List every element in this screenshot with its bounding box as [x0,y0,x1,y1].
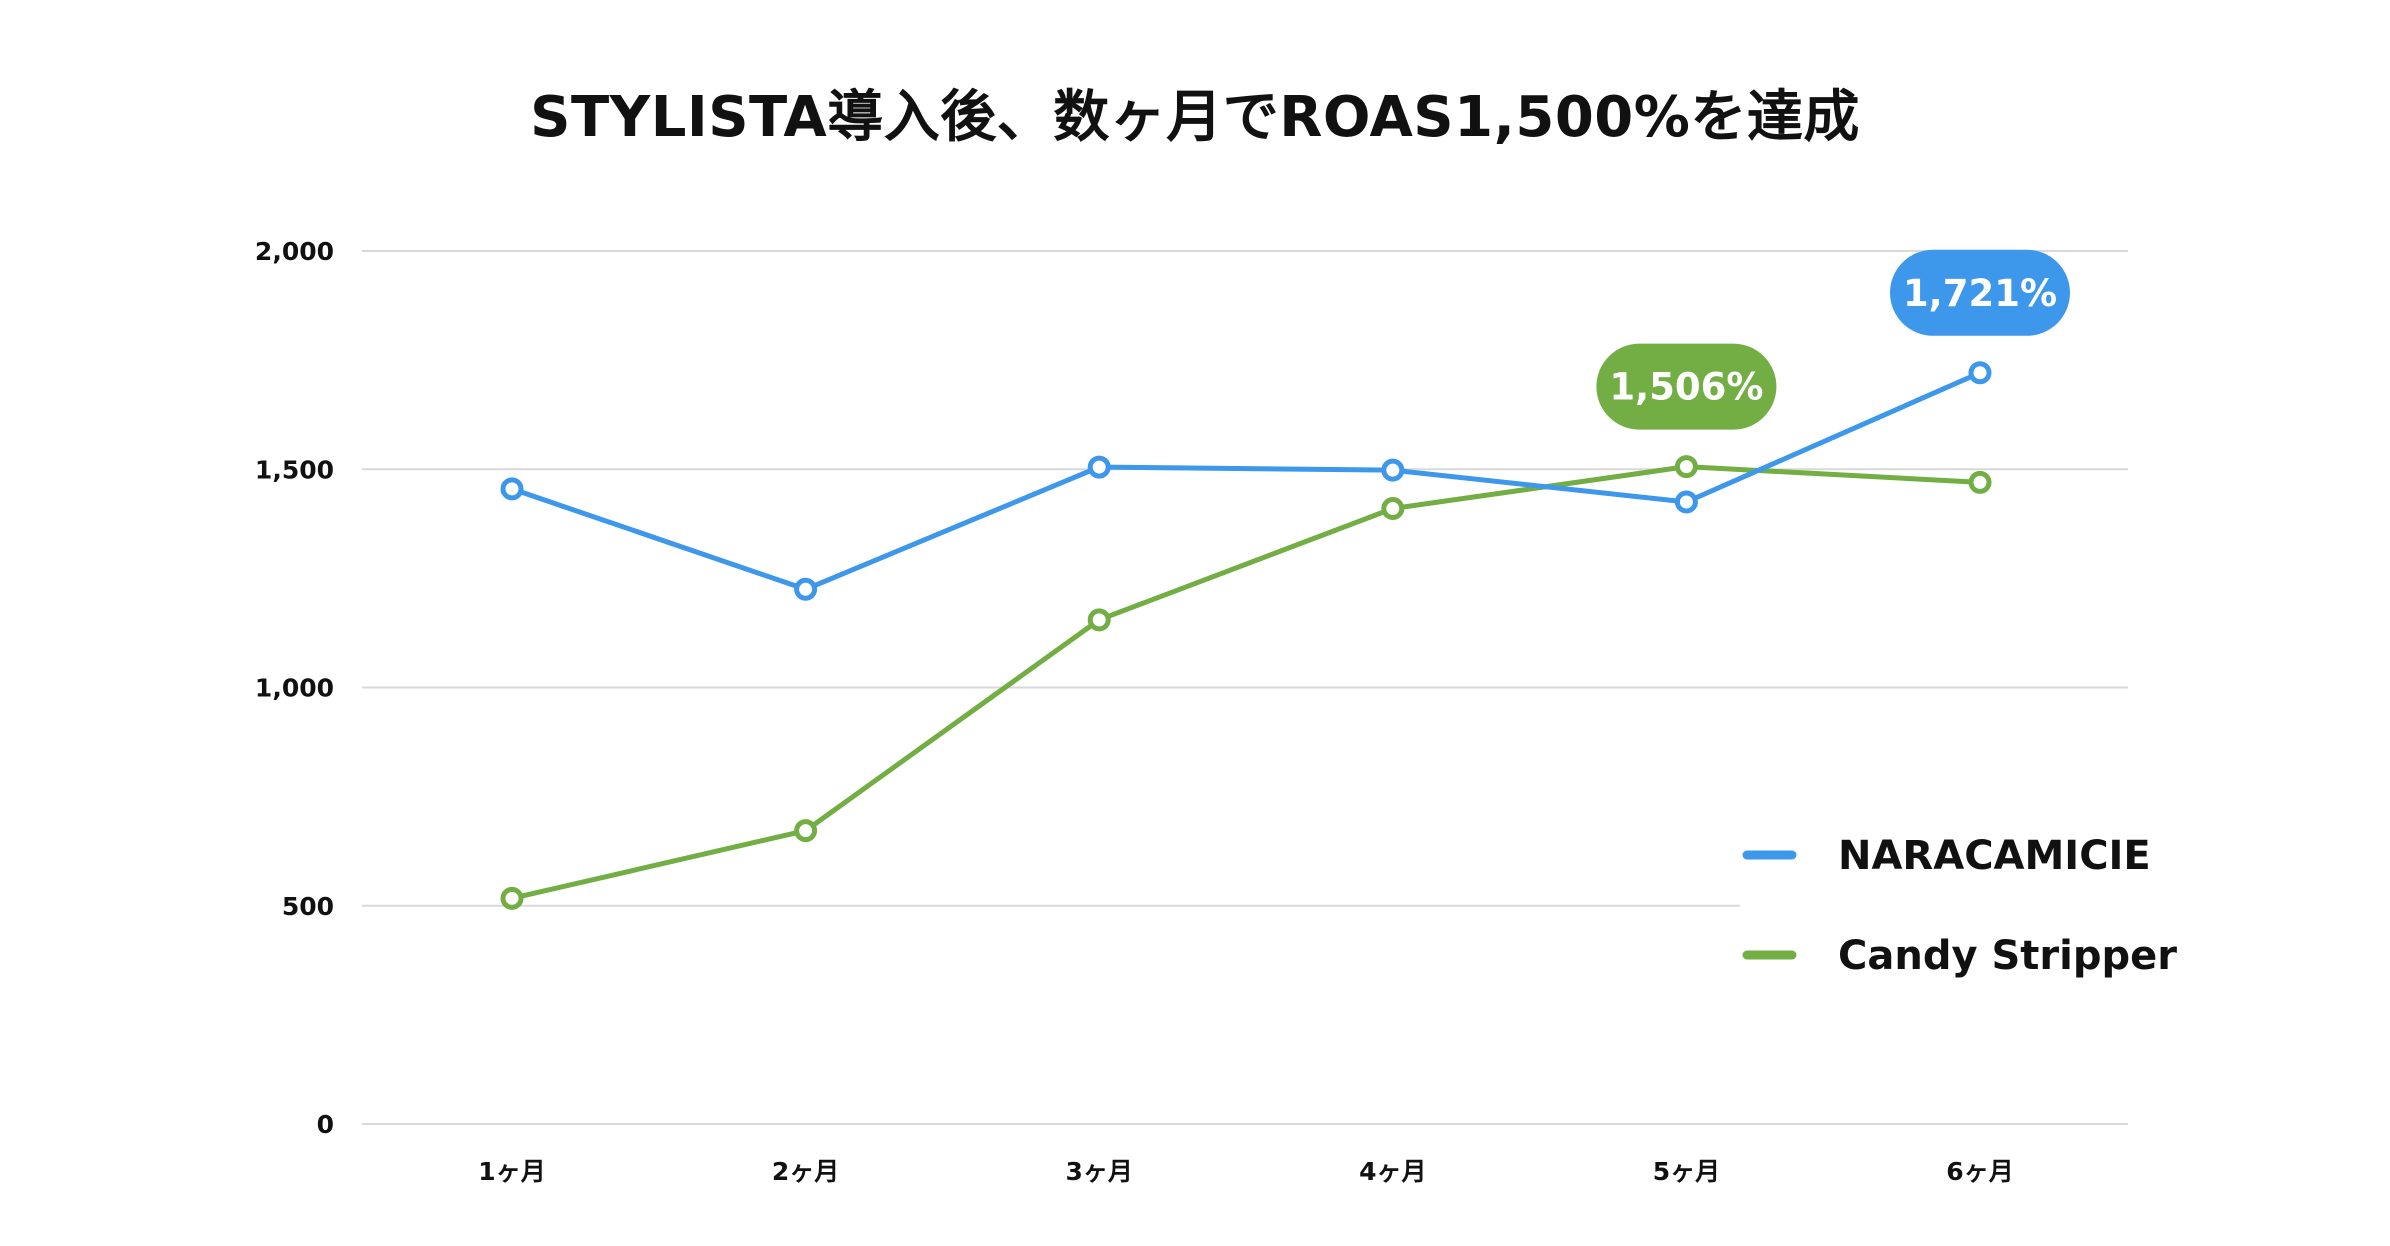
value-callout-label: 1,506% [1609,366,1763,409]
x-tick-label: 6ヶ月 [1946,1157,2013,1186]
legend-label: Candy Stripper [1838,933,2177,979]
data-point [500,477,524,501]
data-point [1381,458,1405,482]
data-point [1381,497,1405,521]
data-point [794,819,818,843]
data-point [1968,470,1992,494]
x-tick-label: 4ヶ月 [1359,1157,1426,1186]
series-line [511,464,1981,901]
y-tick-label: 0 [317,1110,334,1139]
y-tick-label: 1,000 [255,674,334,703]
x-tick-label: 1ヶ月 [478,1157,545,1186]
series-layer [500,361,1992,910]
data-point [500,886,524,910]
data-point [1674,490,1698,514]
callout-layer: 1,721% 1,506% [1596,249,2070,430]
value-callout-label: 1,721% [1903,272,2057,315]
data-point [1087,455,1111,479]
x-tick-label: 5ヶ月 [1653,1157,1720,1186]
value-callout [1890,249,2070,336]
x-tick-label: 3ヶ月 [1065,1157,1132,1186]
value-callout [1596,343,1777,430]
x-axis-ticks: 1ヶ月 2ヶ月 3ヶ月 4ヶ月 5ヶ月 6ヶ月 [478,1157,2013,1186]
y-tick-label: 1,500 [255,455,334,484]
legend-background [1740,810,2140,1000]
series-line [511,370,1982,592]
data-point [1674,455,1698,479]
y-tick-label: 500 [282,892,334,921]
legend: NARACAMICIE Candy Stripper [1740,810,2177,1000]
data-point [794,577,818,601]
x-tick-label: 2ヶ月 [772,1157,839,1186]
y-tick-label: 2,000 [255,237,334,266]
data-point [1968,361,1992,385]
chart-title: STYLISTA導入後、数ヶ月でROAS1,500%を達成 [530,85,1860,150]
y-axis-ticks: 0 500 1,000 1,500 2,000 [255,237,334,1139]
legend-label: NARACAMICIE [1838,833,2151,879]
data-point [1087,608,1111,632]
